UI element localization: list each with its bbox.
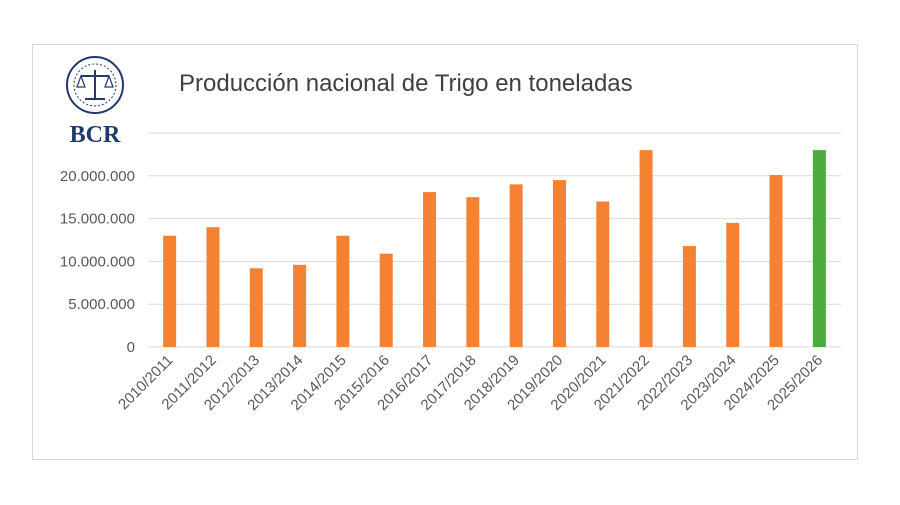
bar [249,268,263,347]
y-tick-label: 10.000.000 [60,253,135,270]
x-axis-ticks: 2010/20112011/20122012/20132013/20142014… [115,352,826,414]
grid [148,132,841,348]
y-tick-label: 0 [127,339,135,356]
bars [163,150,826,347]
bar [163,235,177,347]
y-axis-ticks: 0 5.000.000 10.000.000 15.000.000 20.000.000 [60,168,135,356]
bar [423,192,437,347]
chart-title: Producción nacional de Trigo en tonelada… [179,70,633,97]
bar [336,235,350,347]
bar [812,150,826,347]
y-tick-label: 15.000.000 [60,211,135,228]
bar [293,264,307,347]
y-tick-label: 5.000.000 [68,296,135,313]
logo-text: BCR [70,122,121,148]
bar [379,253,393,347]
bar [206,227,220,347]
bar [466,197,480,347]
bcr-seal-icon [66,56,124,114]
bar [769,174,783,347]
y-tick-label: 20.000.000 [60,168,135,185]
bar [726,222,740,347]
bar [682,245,696,347]
bcr-logo: BCR [66,56,124,148]
bar [596,201,610,347]
bar [509,184,523,347]
bar [639,150,653,347]
chart-frame: BCR Producción nacional de Trigo en tone… [32,44,858,460]
bar [552,180,566,347]
chart-svg: BCR Producción nacional de Trigo en tone… [60,56,841,414]
